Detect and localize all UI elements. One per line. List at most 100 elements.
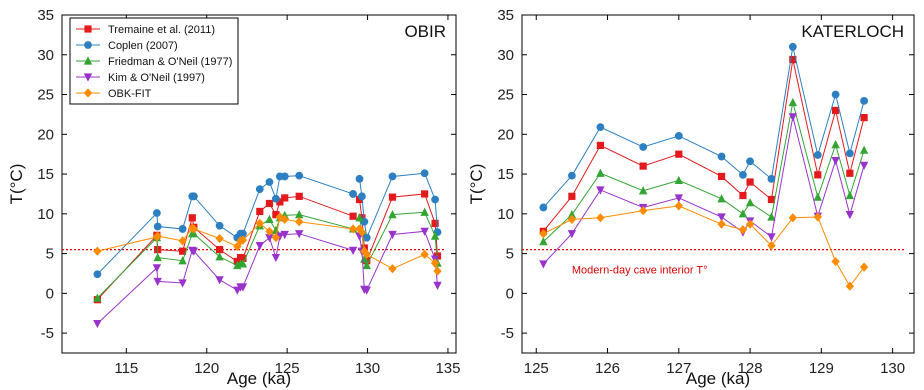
x-tick-label: 125 [524, 360, 549, 377]
series-tremaine-et-al-2011 [539, 55, 868, 235]
data-point [675, 150, 683, 158]
data-point [767, 241, 776, 251]
data-point [845, 281, 855, 291]
series-line [97, 214, 354, 299]
data-point [265, 214, 274, 223]
data-point [179, 247, 187, 255]
data-point [567, 171, 576, 180]
series-line [359, 230, 439, 291]
data-point [152, 209, 161, 217]
data-point [860, 96, 869, 105]
legend-entry: Coplen (2007) [76, 40, 178, 52]
legend-marker [84, 25, 92, 33]
x-tick-label: 130 [880, 360, 905, 377]
data-point [596, 123, 605, 132]
legend-marker [83, 73, 93, 82]
y-tick-label: 35 [497, 7, 514, 24]
data-point [358, 192, 366, 201]
x-tick-label: 115 [114, 360, 138, 377]
data-point [746, 178, 754, 186]
data-point [295, 210, 304, 219]
x-tick-label: 128 [738, 360, 763, 377]
reference-line-label: Modern-day cave interior T° [572, 265, 708, 277]
data-point [739, 191, 747, 200]
data-point [271, 225, 281, 235]
y-tick-label: 20 [497, 126, 514, 143]
data-point [355, 174, 364, 183]
x-tick-label: 126 [595, 360, 620, 377]
data-point [233, 241, 242, 252]
legend-label: OBK-FIT [108, 88, 152, 100]
data-point [349, 190, 357, 198]
data-point [430, 231, 440, 240]
data-point [567, 210, 577, 219]
data-point [859, 161, 869, 170]
data-point [271, 233, 281, 243]
data-point [674, 131, 683, 140]
data-point [93, 246, 102, 256]
data-point [178, 256, 187, 265]
data-point [638, 186, 648, 195]
data-point [153, 277, 162, 287]
y-tick-label: 35 [37, 7, 54, 24]
series-tremaine-et-al-2011 [93, 190, 442, 304]
y-tick-label: 30 [37, 47, 54, 64]
panel-katerloch: -5 0 5 10 15 20 25 30 35 125 126 127 128 129 130 Age (k… [467, 7, 915, 388]
data-point [189, 192, 198, 201]
data-point [813, 151, 822, 159]
data-point [674, 175, 683, 185]
data-point [239, 229, 247, 238]
data-point [433, 281, 442, 290]
y-tick-label: 0 [46, 285, 54, 302]
data-point [265, 178, 274, 186]
data-point [717, 152, 726, 161]
data-point [271, 194, 280, 203]
data-point [295, 192, 303, 200]
y-tick-label: 15 [37, 166, 54, 183]
data-point [767, 212, 776, 221]
data-point [568, 192, 576, 200]
data-point [388, 193, 397, 201]
data-point [388, 230, 397, 240]
x-tick-label: 125 [275, 360, 300, 377]
x-tick-label: 127 [666, 360, 691, 377]
data-point [788, 213, 798, 223]
data-point [433, 266, 442, 276]
data-point [717, 219, 726, 229]
legend: Tremaine et al. (2011) Coplen (2007) Fried… [69, 17, 239, 105]
data-point [388, 172, 397, 181]
data-point [596, 168, 605, 177]
data-point [295, 230, 304, 239]
data-point [280, 214, 289, 224]
data-point [93, 319, 102, 329]
panel-title: OBIR [404, 22, 446, 41]
data-point [153, 252, 162, 262]
data-point [845, 190, 855, 200]
data-point [745, 198, 755, 207]
data-point [189, 247, 199, 256]
data-point [357, 227, 367, 237]
data-point [265, 226, 274, 236]
series-line [542, 59, 865, 232]
y-tick-label: -5 [41, 325, 54, 342]
data-point [239, 254, 247, 262]
series-line [543, 102, 865, 243]
data-point [295, 171, 304, 180]
data-point [767, 195, 776, 204]
series-kim-o-neil-1997 [93, 227, 442, 329]
x-tick-label: 120 [194, 360, 219, 377]
data-point [355, 213, 364, 222]
legend-label: Tremaine et al. (2011) [108, 24, 215, 36]
data-point [674, 201, 683, 211]
data-point [638, 206, 648, 216]
series-coplen-2007 [93, 169, 442, 279]
data-point [739, 170, 747, 179]
data-point [348, 246, 358, 256]
data-point [539, 229, 548, 239]
data-point [639, 162, 647, 170]
data-point [238, 259, 248, 268]
data-point [295, 217, 304, 227]
data-point [265, 234, 274, 243]
data-point [845, 149, 854, 158]
data-point [215, 252, 224, 261]
